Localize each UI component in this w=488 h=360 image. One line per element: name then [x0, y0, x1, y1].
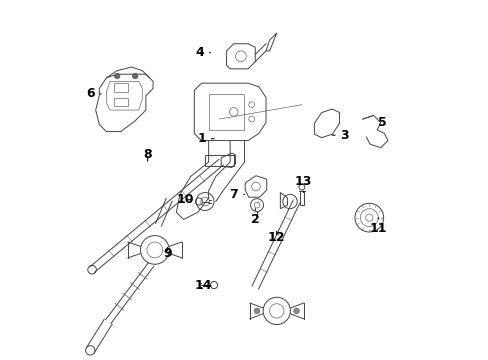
- Text: 3: 3: [332, 129, 348, 142]
- Text: 2: 2: [250, 209, 259, 226]
- Text: 7: 7: [229, 188, 244, 201]
- Circle shape: [114, 73, 120, 79]
- Bar: [204, 155, 233, 166]
- Bar: [113, 98, 128, 107]
- Text: 11: 11: [369, 218, 386, 235]
- Text: 4: 4: [195, 46, 210, 59]
- Text: 10: 10: [176, 193, 194, 206]
- Circle shape: [293, 308, 299, 314]
- Bar: [300, 191, 303, 205]
- Text: 9: 9: [163, 247, 171, 260]
- Circle shape: [254, 308, 260, 314]
- Text: 14: 14: [194, 279, 212, 292]
- Text: 1: 1: [197, 132, 214, 145]
- Text: 5: 5: [377, 116, 386, 129]
- Bar: [208, 94, 244, 130]
- Text: 6: 6: [86, 87, 101, 100]
- Text: 8: 8: [143, 148, 152, 161]
- Text: 12: 12: [267, 231, 285, 244]
- Bar: [113, 83, 128, 92]
- Circle shape: [132, 73, 138, 79]
- Text: 13: 13: [294, 175, 312, 193]
